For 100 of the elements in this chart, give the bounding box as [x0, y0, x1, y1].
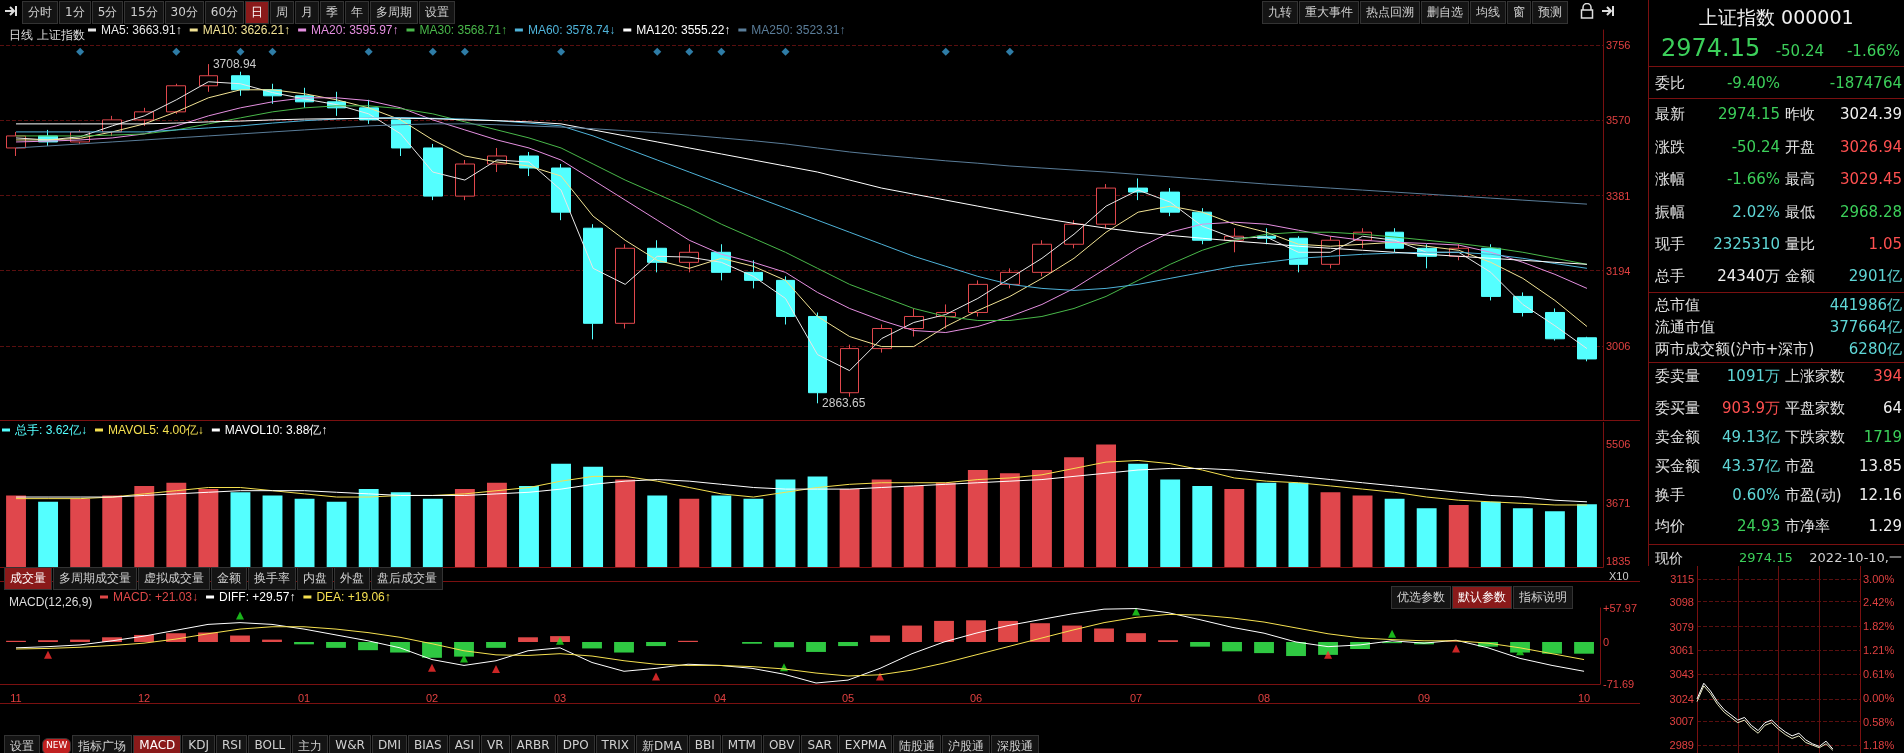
text: 默认参数: [1452, 586, 1512, 609]
annotation: 3708.94: [212, 57, 257, 72]
text: 平盘家数: [1785, 399, 1845, 417]
y-tick-label: 3756: [1606, 39, 1631, 52]
text: 开盘: [1785, 138, 1815, 156]
text: ARBR: [510, 735, 556, 753]
y-tick-label: 3043: [1669, 667, 1694, 680]
y-tick-label: 5506: [1606, 438, 1631, 451]
y2-tick-label: 0.58%: [1863, 715, 1895, 728]
text: 2.02%: [1732, 203, 1780, 221]
x-tick-label: 07: [1129, 691, 1143, 704]
legend-label: DEA: +19.06↑: [316, 590, 391, 604]
text: 外盘: [334, 567, 370, 590]
text: 委买量: [1655, 399, 1700, 417]
x-tick-label: 02: [425, 691, 439, 704]
y-tick-label: 3024: [1669, 693, 1694, 706]
legend-label: MA120: 3555.22↑: [636, 23, 731, 37]
y-tick-label: 2989: [1669, 739, 1694, 752]
text: 新DMA: [636, 735, 688, 753]
legend-label: MA20: 3595.97↑: [311, 23, 399, 37]
y-tick-label: 3570: [1606, 113, 1631, 126]
y-tick-label: 3006: [1606, 340, 1631, 353]
text: 2974.15: [1717, 105, 1780, 123]
text: 成交量: [4, 567, 52, 590]
text: 沪股通: [942, 735, 991, 753]
x-tick-label: 09: [1417, 691, 1431, 704]
chart-title: MACD(12,26,9): [9, 595, 93, 609]
text: -1.66%: [1846, 42, 1900, 60]
legend-label: MAVOL5: 4.00亿↓: [108, 423, 204, 437]
text: 下跌家数: [1785, 428, 1845, 446]
text: W&R: [329, 735, 371, 753]
text: 指标广场: [72, 735, 133, 753]
x-tick-label: 12: [137, 691, 151, 704]
y-tick-label: 3098: [1669, 595, 1694, 608]
text: VR: [481, 735, 510, 753]
text: 日: [245, 1, 270, 24]
text: 现手: [1655, 235, 1685, 253]
text: 3026.94: [1839, 138, 1902, 156]
text: 预测: [1532, 1, 1568, 24]
y-tick-label: -71.69: [1603, 678, 1635, 690]
text: 盘后成交量: [371, 567, 443, 590]
text: 卖金额: [1655, 428, 1700, 446]
x-tick-label: 10: [1577, 691, 1591, 704]
text: 内盘: [297, 567, 333, 590]
x-tick-label: 01: [297, 691, 311, 704]
text: 金额: [211, 567, 247, 590]
text: 优选参数: [1391, 586, 1451, 609]
text: 量比: [1785, 235, 1815, 253]
text: 设置: [4, 735, 40, 753]
text: 30分: [164, 1, 204, 24]
text: BBI: [688, 735, 721, 753]
text: 24340万: [1717, 267, 1780, 285]
text: BIAS: [408, 735, 448, 753]
text: 两市成交额(沪市+深市): [1655, 340, 1815, 358]
text: 2968.28: [1839, 203, 1902, 221]
text: 最高: [1785, 170, 1815, 188]
text: 买金额: [1655, 457, 1700, 475]
text: -9.40%: [1726, 74, 1780, 92]
y-tick-label: +57.97: [1603, 602, 1637, 614]
text: 43.37亿: [1722, 457, 1780, 475]
text: 0.60%: [1732, 486, 1780, 504]
text: ASI: [448, 735, 480, 753]
text: 多周期: [370, 1, 419, 24]
text: MACD: [133, 735, 182, 753]
text: 虚拟成交量: [138, 567, 210, 590]
text: 均线: [1470, 1, 1506, 24]
legend-label: DIFF: +29.57↑: [219, 590, 296, 604]
text: 1.05: [1868, 235, 1902, 253]
text: EXPMA: [838, 735, 893, 753]
text: -1.66%: [1726, 170, 1780, 188]
y-tick-label: 3194: [1606, 264, 1631, 277]
text: 陆股通: [893, 735, 942, 753]
text: OBV: [762, 735, 801, 753]
y-tick-label: 3671: [1606, 496, 1631, 509]
text: 总手: [1655, 267, 1685, 285]
text: 市净率: [1785, 517, 1830, 535]
x-tick-label: 11: [10, 691, 22, 704]
text: -50.24: [1775, 42, 1824, 60]
chart-subtitle: 上证指数: [37, 28, 85, 42]
text: 委比: [1655, 74, 1685, 92]
text: 2325310: [1713, 235, 1780, 253]
text: 24.93: [1737, 517, 1780, 535]
legend-label: MA250: 3523.31↑: [751, 23, 846, 37]
y2-tick-label: 1.18%: [1863, 739, 1895, 752]
y2-tick-label: 0.61%: [1863, 668, 1895, 681]
text: 总市值: [1655, 296, 1700, 314]
text: 周: [270, 1, 295, 24]
text: 1719: [1863, 428, 1902, 446]
text: 15分: [124, 1, 164, 24]
text: 2022-10-10,一: [1809, 549, 1902, 566]
text: 委卖量: [1655, 367, 1700, 385]
text: 金额: [1785, 267, 1815, 285]
text: 上涨家数: [1785, 367, 1845, 385]
text: 年: [345, 1, 370, 24]
text: MTM: [721, 735, 762, 753]
text: 昨收: [1785, 105, 1815, 123]
text: DPO: [556, 735, 595, 753]
legend-label: MA5: 3663.91↑: [101, 23, 182, 37]
y-tick-label: 3007: [1669, 715, 1694, 728]
text: 市盈: [1785, 457, 1815, 475]
